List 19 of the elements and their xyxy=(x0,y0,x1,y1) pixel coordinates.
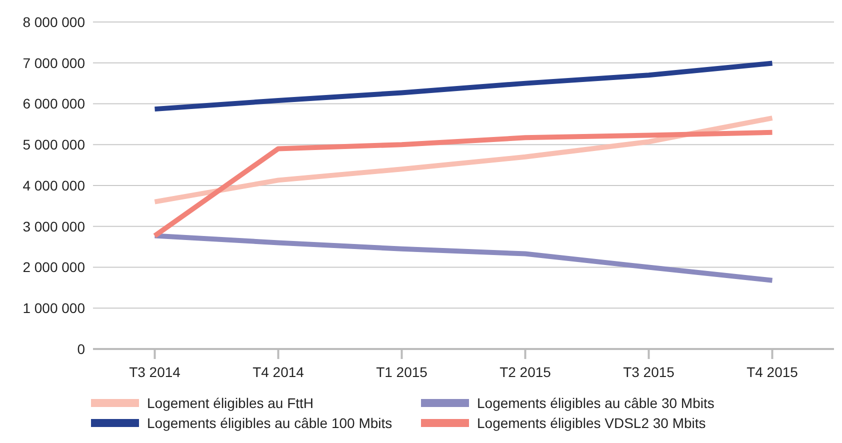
legend-label: Logement éligibles au FttH xyxy=(147,395,314,411)
y-tick-label: 1 000 000 xyxy=(22,300,86,316)
y-tick-label: 8 000 000 xyxy=(22,14,86,30)
x-tick-label: T3 2014 xyxy=(129,364,181,380)
y-tick-label: 3 000 000 xyxy=(22,218,86,234)
y-tick-label: 4 000 000 xyxy=(22,177,86,194)
x-tick-label: T1 2015 xyxy=(376,364,428,380)
x-tick-label: T4 2015 xyxy=(746,364,798,380)
y-tick-label: 7 000 000 xyxy=(22,54,86,71)
x-tick-label: T4 2014 xyxy=(252,364,304,380)
y-tick-label: 6 000 000 xyxy=(22,96,86,112)
y-tick-label: 5 000 000 xyxy=(22,136,86,153)
legend-label: Logements éligibles au câble 100 Mbits xyxy=(147,415,392,431)
x-tick-label: T2 2015 xyxy=(500,364,552,380)
x-tick-label: T3 2015 xyxy=(623,364,675,380)
y-tick-label: 0 xyxy=(77,340,86,357)
legend-label: Logements éligibles VDSL2 30 Mbits xyxy=(477,415,706,431)
legend-label: Logements éligibles au câble 30 Mbits xyxy=(477,395,714,411)
y-tick-label: 2 000 000 xyxy=(22,259,86,276)
